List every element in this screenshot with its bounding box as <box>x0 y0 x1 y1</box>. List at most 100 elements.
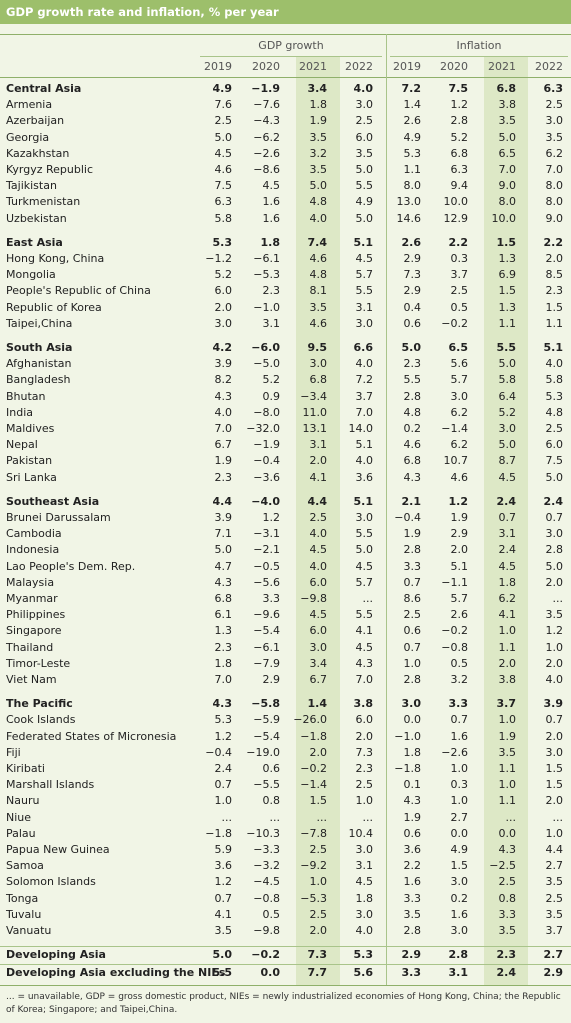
cell: 2.8 <box>403 924 422 937</box>
cell: −4.5 <box>253 875 280 889</box>
cell: −0.8 <box>441 640 468 654</box>
cell: 4.0 <box>214 405 233 419</box>
cell: 1.9 <box>403 527 422 541</box>
cell: 5.7 <box>450 592 469 605</box>
cell: 7.4 <box>307 235 328 249</box>
cell: 2.3 <box>403 357 422 371</box>
cell: 8.5 <box>545 268 564 282</box>
cell: 1.2 <box>262 511 281 524</box>
cell: 5.6 <box>450 357 469 371</box>
cell: 5.2 <box>214 268 233 282</box>
rule <box>200 56 382 57</box>
rule <box>390 56 568 57</box>
cell: 6.0 <box>355 713 374 727</box>
cell: 2.3 <box>496 948 517 962</box>
cell: 14.0 <box>348 422 374 435</box>
table-title: GDP growth rate and inflation, % per yea… <box>6 5 279 19</box>
cell: 5.0 <box>212 948 233 962</box>
cell: −1.9 <box>253 438 280 452</box>
cell: 1.3 <box>214 624 233 638</box>
cell: −3.2 <box>253 859 280 873</box>
cell: −5.4 <box>253 624 280 638</box>
cell: −9.8 <box>253 924 280 937</box>
cell: 1.6 <box>262 211 281 225</box>
cell: 1.4 <box>403 98 422 112</box>
cell: −0.2 <box>441 624 468 638</box>
row-name: Sri Lanka <box>6 470 57 484</box>
cell: 4.6 <box>309 252 328 265</box>
row-name: Singapore <box>6 624 62 638</box>
cell: 0.6 <box>403 624 422 638</box>
cell: 5.0 <box>545 559 564 573</box>
cell: 5.1 <box>543 341 564 354</box>
cell: 9.5 <box>307 341 328 354</box>
cell: 4.1 <box>355 624 374 638</box>
cell: 0.5 <box>262 907 281 921</box>
cell: 4.8 <box>545 405 564 419</box>
cell: 2.5 <box>545 98 564 112</box>
cell: −5.8 <box>251 697 280 711</box>
cell: 8.0 <box>545 195 564 209</box>
cell: 5.0 <box>214 543 233 557</box>
cell: 2.8 <box>448 948 469 962</box>
row-name: Bangladesh <box>6 373 71 387</box>
cell: 5.0 <box>401 341 422 354</box>
row-name: Viet Nam <box>6 673 57 686</box>
cell: 1.0 <box>545 826 564 840</box>
cell: 5.1 <box>355 438 374 452</box>
cell: 2.5 <box>309 843 328 856</box>
cell: 0.8 <box>498 891 517 905</box>
cell: 6.0 <box>545 438 564 452</box>
cell: −2.6 <box>441 745 468 759</box>
cell: 0.2 <box>403 422 422 435</box>
cell: 3.0 <box>355 907 374 921</box>
cell: −8.0 <box>253 405 280 419</box>
cell: 3.5 <box>355 146 374 160</box>
cell: 13.1 <box>302 422 328 435</box>
cell: 10.0 <box>443 195 469 209</box>
cell: 6.8 <box>403 454 422 468</box>
cell: 2.0 <box>545 252 564 265</box>
cell: −5.0 <box>253 357 280 371</box>
cell: 1.2 <box>214 729 233 743</box>
cell: 3.5 <box>545 130 564 144</box>
cell: 6.2 <box>450 438 469 452</box>
year-header: 2019 <box>204 60 232 73</box>
cell: 4.0 <box>355 357 374 371</box>
cell: 4.6 <box>403 438 422 452</box>
cell: 6.3 <box>450 163 469 176</box>
cell: −1.4 <box>300 778 327 792</box>
cell: 3.0 <box>355 316 374 330</box>
cell: 3.0 <box>450 389 469 403</box>
cell: −1.1 <box>441 575 468 589</box>
cell: 2.8 <box>403 389 422 403</box>
cell: −3.4 <box>300 389 327 403</box>
cell: 3.7 <box>545 924 564 937</box>
cell: −0.4 <box>253 454 280 468</box>
cell: 1.9 <box>498 729 517 743</box>
cell: 0.6 <box>403 826 422 840</box>
cell: 8.6 <box>403 592 422 605</box>
cell: 0.4 <box>403 300 422 314</box>
cell: −5.5 <box>253 778 280 792</box>
cell: 3.0 <box>450 875 469 889</box>
rule <box>0 946 571 948</box>
cell: 2.4 <box>543 494 564 508</box>
cell: −1.8 <box>394 762 421 775</box>
cell: 7.7 <box>307 966 328 980</box>
row-name: Malaysia <box>6 575 55 589</box>
cell: 4.9 <box>450 843 469 856</box>
cell: −6.1 <box>253 640 280 654</box>
cell: 1.0 <box>214 794 233 808</box>
cell: 0.8 <box>262 794 281 808</box>
row-name: Federated States of Micronesia <box>6 729 177 743</box>
cell: 0.0 <box>403 713 422 727</box>
cell: −26.0 <box>293 713 327 727</box>
row-name: Palau <box>6 826 36 840</box>
cell: 4.0 <box>545 673 564 686</box>
cell: ... <box>221 810 233 824</box>
cell: 2.2 <box>403 859 422 873</box>
rule <box>0 985 571 986</box>
row-name: Samoa <box>6 859 44 873</box>
cell: 8.1 <box>309 284 328 298</box>
